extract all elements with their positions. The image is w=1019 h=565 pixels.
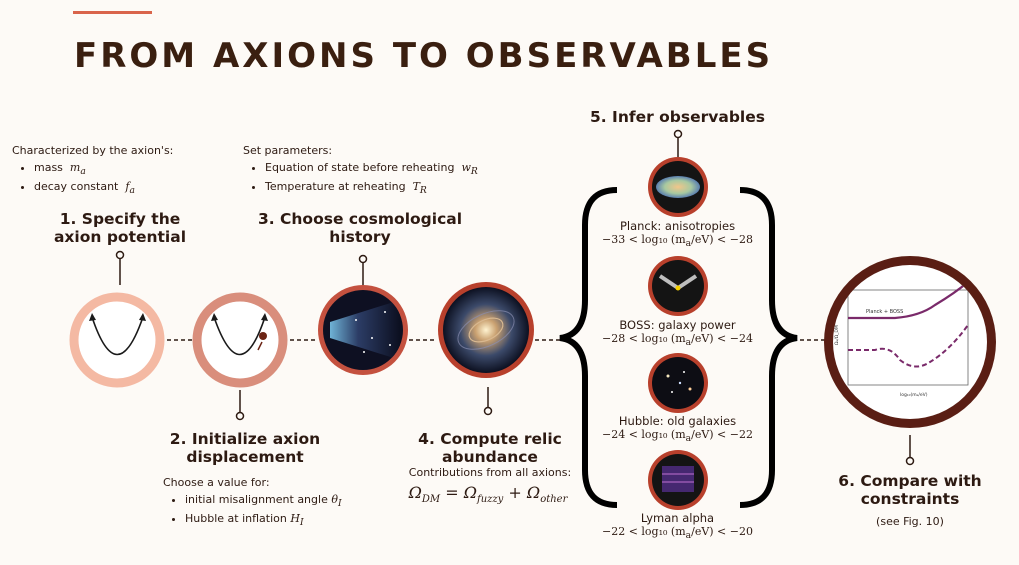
step2-item-theta: initial misalignment angle θI [185, 492, 373, 511]
step1-params: Characterized by the axion's: mass ma de… [12, 143, 212, 198]
cmb-map-icon [656, 176, 700, 198]
lyman-forest-icon [662, 466, 694, 492]
axion-field-dot [259, 332, 267, 340]
relic-abundance-circle [438, 282, 534, 378]
plot-ylabel: Ωₐ/Ω_DM [834, 325, 840, 345]
step3-intro: Set parameters: [243, 144, 333, 157]
pin-step6 [905, 435, 915, 466]
lyman-circle [648, 450, 708, 510]
observable-planck: Planck: anisotropies −33 < log₁₀ (ma/eV)… [575, 219, 780, 249]
observable-range: −24 < log₁₀ (ma/eV) < −22 [601, 428, 753, 445]
solid-constraint-line [848, 281, 969, 320]
observable-name: Planck: anisotropies [619, 219, 736, 233]
hubble-circle [648, 353, 708, 413]
axion-displacement-circle [192, 292, 288, 388]
step2-params: Choose a value for: initial misalignment… [163, 475, 373, 530]
observable-range: −28 < log₁₀ (ma/eV) < −24 [601, 332, 753, 349]
observable-range: −22 < log₁₀ (ma/eV) < −20 [601, 525, 753, 542]
pin-step2 [235, 390, 245, 421]
potential-curve [213, 316, 266, 356]
observable-name: Hubble: old galaxies [618, 414, 737, 428]
step2-item-hubble: Hubble at inflation HI [185, 511, 373, 530]
observable-name: Lyman alpha [640, 511, 715, 525]
observable-name: BOSS: galaxy power [619, 318, 736, 332]
left-brace [559, 187, 618, 508]
plot-xlabel: log₁₀(mₐ/eV) [900, 392, 928, 398]
observable-lyman: Lyman alpha −22 < log₁₀ (ma/eV) < −20 [575, 511, 780, 541]
page-title: FROM AXIONS TO OBSERVABLES [74, 36, 774, 76]
axion-potential-circle [69, 292, 165, 388]
observable-boss: BOSS: galaxy power −28 < log₁₀ (ma/eV) <… [575, 318, 780, 348]
pin-step4 [483, 387, 493, 416]
step2-intro: Choose a value for: [163, 476, 270, 489]
step1-label: 1. Specify the axion potential [53, 210, 187, 246]
cosmic-history-circle [318, 285, 408, 375]
observable-hubble: Hubble: old galaxies −24 < log₁₀ (ma/eV)… [575, 414, 780, 444]
step5-label: 5. Infer observables [589, 108, 765, 126]
step4-intro: Contributions from all axions: [408, 466, 572, 479]
pin-step5 [673, 129, 683, 157]
boss-circle [648, 256, 708, 316]
step4-label: 4. Compute relic abundance [418, 430, 562, 466]
step3-item-eos: Equation of state before reheating wR [265, 160, 523, 179]
relic-equation: ΩDM = Ωfuzzy + Ωother [408, 483, 568, 506]
step6-label: 6. Compare with constraints [838, 472, 982, 508]
step1-item-mass: mass ma [34, 160, 212, 179]
planck-circle [648, 157, 708, 217]
step3-item-temp: Temperature at reheating TR [265, 179, 523, 198]
dashed-constraint-line [848, 324, 969, 368]
accent-bar [73, 11, 152, 14]
step1-item-decay: decay constant fa [34, 179, 212, 198]
potential-curve [91, 316, 144, 356]
step3-params: Set parameters: Equation of state before… [243, 143, 523, 198]
observable-range: −33 < log₁₀ (ma/eV) < −28 [601, 233, 753, 250]
constraint-plot: Planck + BOSS log₁₀(mₐ/eV) Ωₐ/Ω_DM [834, 281, 969, 398]
step3-label: 3. Choose cosmological history [257, 210, 463, 246]
step1-intro: Characterized by the axion's: [12, 144, 174, 157]
pin-step1 [115, 250, 125, 285]
pin-step3 [358, 254, 368, 288]
constraints-circle: Planck + BOSS log₁₀(mₐ/eV) Ωₐ/Ω_DM [824, 256, 996, 428]
right-brace [739, 187, 798, 508]
step6-note: (see Fig. 10) [876, 515, 944, 528]
step2-label: 2. Initialize axion displacement [169, 430, 321, 466]
plot-label-planck: Planck + BOSS [866, 309, 903, 315]
